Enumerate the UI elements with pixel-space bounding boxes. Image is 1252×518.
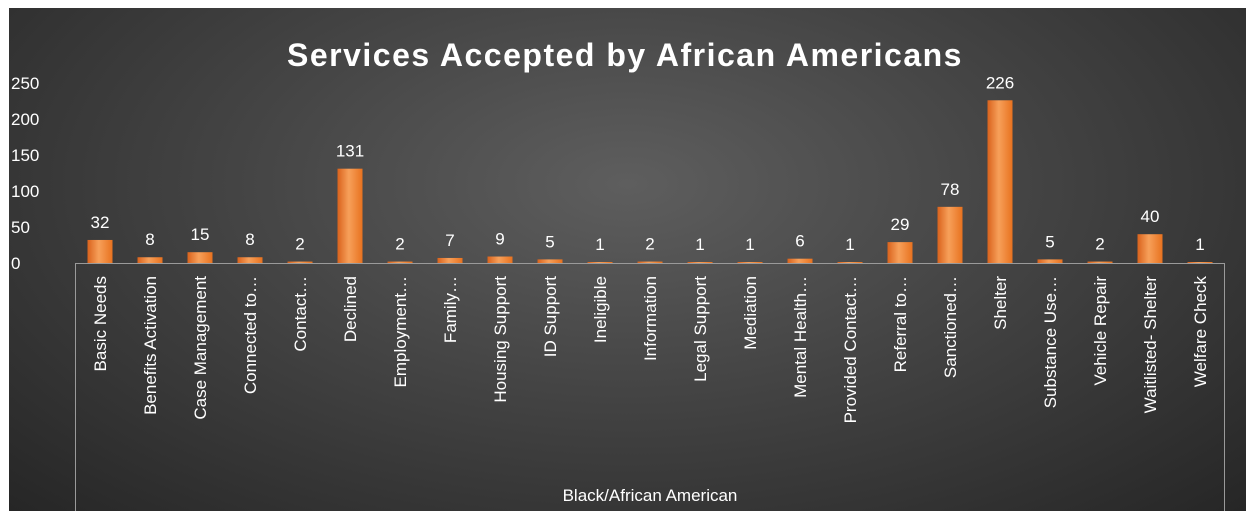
chart-title: Services Accepted by African Americans: [287, 37, 963, 73]
data-label: 8: [145, 230, 154, 249]
category-label: Welfare Check: [1191, 276, 1210, 388]
data-label: 32: [91, 213, 110, 232]
data-label: 2: [295, 235, 304, 254]
bar: [237, 257, 263, 263]
category-label: Shelter: [991, 276, 1010, 330]
data-label: 40: [1141, 207, 1160, 226]
bar: [1037, 259, 1063, 263]
bar: [987, 100, 1013, 263]
category-label: Benefits Activation: [141, 276, 160, 415]
data-label: 2: [1095, 235, 1104, 254]
data-label: 1: [745, 235, 754, 254]
category-label: Basic Needs: [91, 276, 110, 371]
category-label: Substance Use…: [1041, 276, 1060, 408]
category-label: Vehicle Repair: [1091, 276, 1110, 386]
bar: [837, 262, 863, 263]
category-label: Contact…: [291, 276, 310, 352]
chart-area: Services Accepted by African Americans 0…: [9, 8, 1246, 511]
data-label: 9: [495, 230, 504, 249]
bar: [137, 257, 163, 263]
category-label: Mediation: [741, 276, 760, 350]
bar: [787, 258, 813, 263]
bar: [1187, 262, 1213, 263]
bar: [437, 257, 463, 263]
bar: [1137, 234, 1163, 263]
category-label: Connected to…: [241, 276, 260, 394]
category-label: Mental Health…: [791, 276, 810, 398]
category-label: Sanctioned…: [941, 276, 960, 378]
bar: [687, 262, 713, 263]
data-label: 15: [191, 225, 210, 244]
data-label: 5: [545, 232, 554, 251]
bar: [737, 262, 763, 263]
data-label: 1: [595, 235, 604, 254]
bar: [587, 262, 613, 263]
bar: [637, 261, 663, 263]
y-tick-label: 0: [11, 254, 20, 273]
data-label: 1: [1195, 235, 1204, 254]
bar: [537, 259, 563, 263]
y-axis-ticks: 0 50 100 150 200 250: [11, 74, 39, 273]
data-label: 2: [395, 235, 404, 254]
bar: [887, 242, 913, 263]
category-label: Information: [641, 276, 660, 361]
data-label: 1: [845, 235, 854, 254]
category-label: Provided Contact…: [841, 276, 860, 423]
axis-lines: [75, 263, 1225, 511]
category-label: Declined: [341, 276, 360, 342]
bar: [387, 261, 413, 263]
bar: [337, 168, 363, 263]
category-label: Housing Support: [491, 276, 510, 403]
category-label: Family…: [441, 276, 460, 343]
data-label: 226: [986, 73, 1014, 92]
bar: [487, 256, 513, 263]
y-tick-label: 100: [11, 182, 39, 201]
data-label: 78: [941, 180, 960, 199]
y-tick-label: 200: [11, 110, 39, 129]
y-tick-label: 50: [11, 218, 30, 237]
data-label: 6: [795, 232, 804, 251]
category-label: Employment…: [391, 276, 410, 387]
bar: [87, 239, 113, 263]
category-label: Case Management: [191, 276, 210, 420]
bar: [1087, 261, 1113, 263]
category-labels: Basic Needs Benefits Activation Case Manag…: [91, 276, 1210, 424]
data-label: 8: [245, 230, 254, 249]
bar: [937, 206, 963, 263]
category-label: Ineligible: [591, 276, 610, 343]
data-label: 1: [695, 235, 704, 254]
y-tick-label: 150: [11, 146, 39, 165]
category-label: Referral to…: [891, 276, 910, 372]
category-label: ID Support: [541, 276, 560, 358]
data-label: 5: [1045, 232, 1054, 251]
bars: [87, 100, 1213, 263]
bar-chart: Services Accepted by African Americans 0…: [11, 37, 1225, 511]
x-group-label: Black/African American: [563, 486, 738, 505]
bar: [187, 252, 213, 263]
data-label: 7: [445, 231, 454, 250]
data-label: 131: [336, 142, 364, 161]
data-label: 2: [645, 235, 654, 254]
y-tick-label: 250: [11, 74, 39, 93]
data-label: 29: [891, 215, 910, 234]
category-label: Waitlisted- Shelter: [1141, 276, 1160, 414]
bar: [287, 261, 313, 263]
category-label: Legal Support: [691, 276, 710, 382]
